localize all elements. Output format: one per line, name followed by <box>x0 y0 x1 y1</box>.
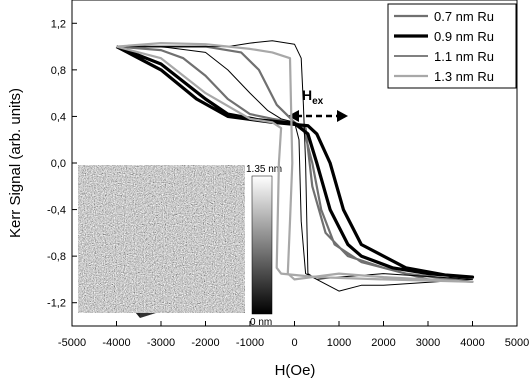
x-tick-label: 0 <box>291 337 297 349</box>
y-axis-label: Kerr Signal (arb. units) <box>7 88 24 238</box>
y-tick-label: 0,0 <box>51 158 66 170</box>
x-tick-label: 1000 <box>327 337 351 349</box>
y-tick-label: 1,2 <box>51 18 66 30</box>
x-tick-label: 3000 <box>416 337 440 349</box>
legend-label: 1.1 nm Ru <box>434 49 494 64</box>
legend-label: 0.9 nm Ru <box>434 29 494 44</box>
inset-top-label: 1.35 nm <box>246 164 282 175</box>
x-tick-label: -2000 <box>191 337 219 349</box>
y-tick-label: -0,8 <box>47 251 66 263</box>
x-tick-label: 2000 <box>371 337 395 349</box>
hex-annotation <box>288 110 348 122</box>
y-tick-label: -1,2 <box>47 298 66 310</box>
x-tick-label: -5000 <box>58 337 86 349</box>
y-tick-label: 0,4 <box>51 111 66 123</box>
y-tick-label: 0,8 <box>51 65 66 77</box>
legend-label: 0.7 nm Ru <box>434 9 494 24</box>
afm-inset <box>78 165 272 318</box>
x-tick-label: -1000 <box>236 337 264 349</box>
y-tick-label: -0,4 <box>47 205 66 217</box>
x-tick-label: 4000 <box>460 337 484 349</box>
chart: 1.35 nm 0 nm Hex H(Oe) Kerr Signal (arb.… <box>0 0 529 387</box>
x-tick-label: -4000 <box>102 337 130 349</box>
x-axis-label: H(Oe) <box>275 362 316 379</box>
hex-sub: ex <box>312 96 324 107</box>
x-tick-label: 5000 <box>505 337 529 349</box>
x-tick-label: -3000 <box>147 337 175 349</box>
hex-label: Hex <box>302 87 324 107</box>
legend-label: 1.3 nm Ru <box>434 69 494 84</box>
